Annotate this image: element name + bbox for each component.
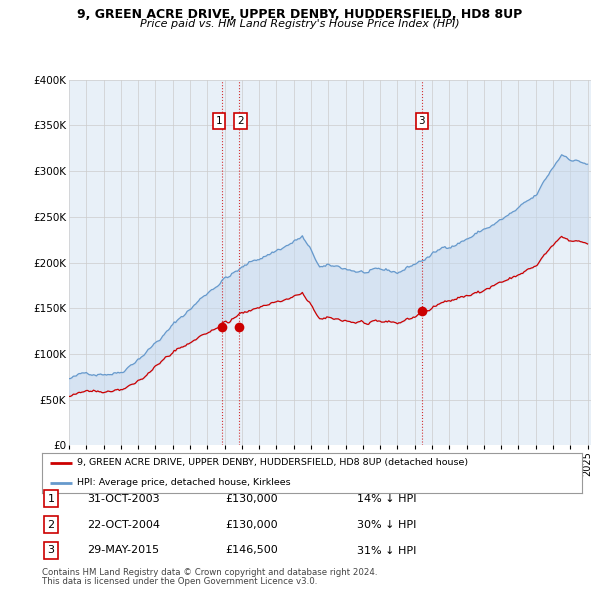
Text: £130,000: £130,000 (225, 520, 278, 529)
Text: 1: 1 (47, 494, 55, 503)
Text: Contains HM Land Registry data © Crown copyright and database right 2024.: Contains HM Land Registry data © Crown c… (42, 568, 377, 577)
Text: 1: 1 (216, 116, 223, 126)
Text: 14% ↓ HPI: 14% ↓ HPI (357, 494, 416, 503)
Text: £146,500: £146,500 (225, 546, 278, 555)
Text: Price paid vs. HM Land Registry's House Price Index (HPI): Price paid vs. HM Land Registry's House … (140, 19, 460, 29)
Text: HPI: Average price, detached house, Kirklees: HPI: Average price, detached house, Kirk… (77, 478, 291, 487)
Text: 9, GREEN ACRE DRIVE, UPPER DENBY, HUDDERSFIELD, HD8 8UP: 9, GREEN ACRE DRIVE, UPPER DENBY, HUDDER… (77, 8, 523, 21)
Text: 31-OCT-2003: 31-OCT-2003 (87, 494, 160, 503)
Text: £130,000: £130,000 (225, 494, 278, 503)
Text: 2: 2 (47, 520, 55, 529)
Text: 31% ↓ HPI: 31% ↓ HPI (357, 546, 416, 555)
Text: 9, GREEN ACRE DRIVE, UPPER DENBY, HUDDERSFIELD, HD8 8UP (detached house): 9, GREEN ACRE DRIVE, UPPER DENBY, HUDDER… (77, 458, 468, 467)
Text: 22-OCT-2004: 22-OCT-2004 (87, 520, 160, 529)
Text: 2: 2 (238, 116, 244, 126)
Text: 3: 3 (47, 546, 55, 555)
Text: This data is licensed under the Open Government Licence v3.0.: This data is licensed under the Open Gov… (42, 578, 317, 586)
Text: 30% ↓ HPI: 30% ↓ HPI (357, 520, 416, 529)
Text: 29-MAY-2015: 29-MAY-2015 (87, 546, 159, 555)
Text: 3: 3 (419, 116, 425, 126)
